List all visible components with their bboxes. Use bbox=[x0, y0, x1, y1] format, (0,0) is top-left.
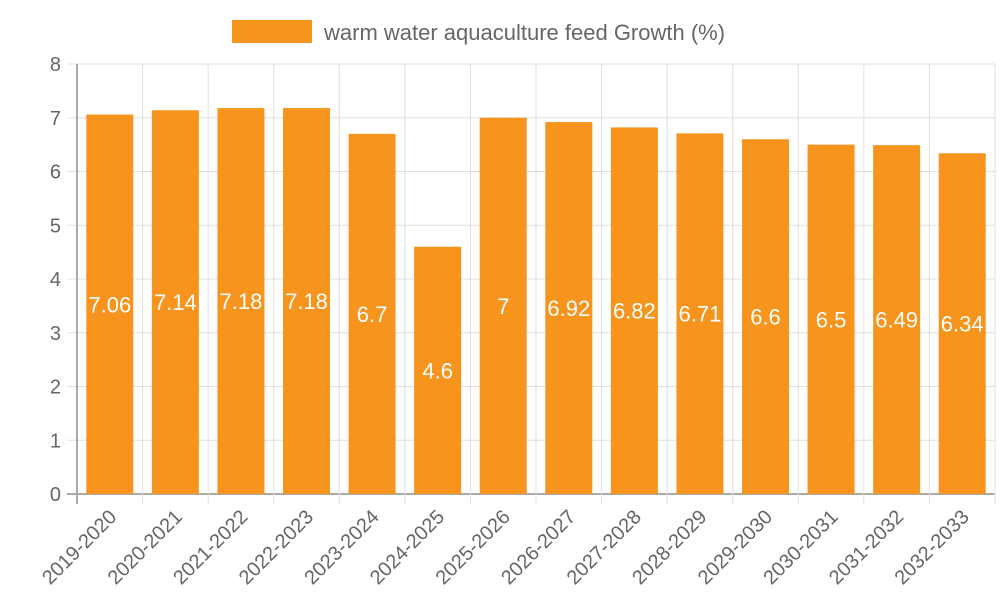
bar bbox=[283, 108, 330, 494]
y-tick-label: 7 bbox=[50, 108, 61, 130]
y-tick-label: 2 bbox=[50, 377, 61, 399]
y-tick-label: 3 bbox=[50, 323, 61, 345]
data-label: 6.92 bbox=[547, 296, 590, 321]
bar bbox=[545, 122, 593, 495]
data-label: 7.14 bbox=[154, 290, 197, 315]
bars bbox=[86, 108, 986, 495]
y-tick-label: 0 bbox=[50, 484, 61, 506]
y-tick-label: 5 bbox=[50, 215, 61, 237]
y-tick-label: 6 bbox=[50, 162, 61, 184]
y-tick-label: 1 bbox=[50, 430, 61, 452]
data-label: 6.34 bbox=[941, 312, 984, 337]
bar bbox=[807, 144, 855, 494]
bar bbox=[873, 145, 921, 494]
data-label: 6.7 bbox=[357, 302, 388, 327]
y-tick-label: 8 bbox=[50, 54, 61, 76]
data-label: 6.82 bbox=[613, 299, 656, 324]
data-label: 4.6 bbox=[422, 358, 453, 383]
y-tick-label: 4 bbox=[50, 269, 61, 291]
data-label: 7.06 bbox=[88, 292, 131, 317]
bar bbox=[610, 127, 658, 495]
bar bbox=[414, 246, 462, 494]
bar bbox=[938, 153, 986, 494]
bar bbox=[151, 110, 199, 494]
data-label: 6.5 bbox=[816, 307, 847, 332]
data-label: 7.18 bbox=[285, 289, 328, 314]
bar bbox=[348, 133, 396, 494]
data-label: 7.18 bbox=[220, 289, 263, 314]
legend-label: warm water aquaculture feed Growth (%) bbox=[323, 20, 725, 45]
bar bbox=[742, 139, 789, 494]
data-label: 6.71 bbox=[679, 302, 722, 327]
grid-lines bbox=[67, 63, 996, 504]
data-label: 7 bbox=[497, 294, 509, 319]
bar bbox=[479, 117, 527, 494]
data-label: 6.6 bbox=[750, 305, 781, 330]
legend[interactable]: warm water aquaculture feed Growth (%) bbox=[232, 20, 725, 45]
bar bbox=[217, 108, 265, 494]
bar bbox=[86, 114, 134, 495]
bar bbox=[676, 133, 724, 494]
data-labels: 7.06 7.14 7.18 7.18 6.7 4.6 7 6.92 6.82 6.71 6.6 6.… bbox=[88, 289, 983, 383]
data-label: 6.49 bbox=[875, 308, 918, 333]
legend-swatch bbox=[232, 20, 312, 43]
